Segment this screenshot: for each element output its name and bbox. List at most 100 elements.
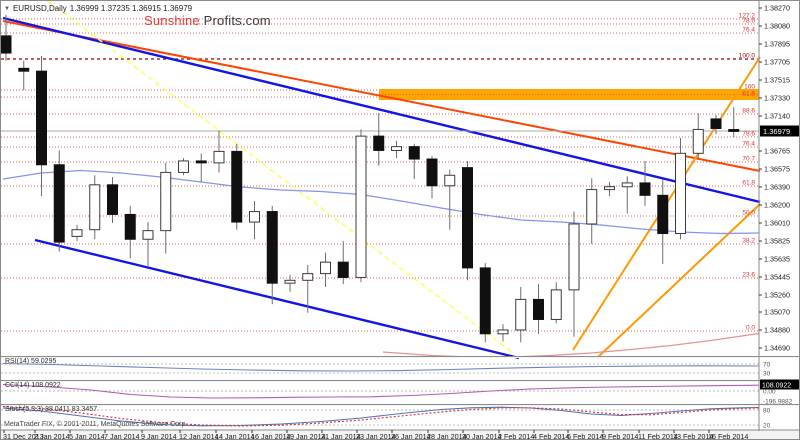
cci-scale-min: -196.9882: [763, 399, 793, 406]
fib-level-label: 61.8: [742, 91, 755, 98]
candle-body: [142, 230, 154, 240]
chart-menu-dropdown-icon[interactable]: ▼: [4, 5, 10, 12]
candle-body: [710, 118, 722, 129]
cci-value-box-label: 108.0922: [762, 383, 791, 390]
date-axis-value: 23 Jan 2014: [356, 432, 396, 440]
candle-body: [444, 174, 456, 187]
price-axis-value: 1.35260: [764, 291, 790, 300]
fib-level-label: 78.6: [742, 131, 755, 138]
price-axis-value: 1.38080: [764, 22, 790, 31]
candle-body: [408, 146, 420, 160]
price-axis-value: 1.35825: [764, 237, 790, 246]
watermark-suffix: Profits.com: [199, 13, 271, 28]
candle-body: [89, 184, 101, 231]
yellow-dashed-line[interactable]: [47, 1, 515, 355]
date-axis-value: 13 Feb 2014: [673, 432, 713, 440]
rsi-indicator-label: RSI(14) 59.0295: [5, 358, 57, 365]
date-axis-value: 2 Feb 2014: [498, 432, 534, 440]
stoch-line: [2, 406, 760, 427]
cci-value-box: [760, 379, 799, 390]
ma-blue: [2, 169, 760, 235]
fib-level-label: 70.7: [742, 156, 755, 163]
fib-level-label: 76.4: [742, 27, 755, 34]
price-axis-value: 1.36765: [764, 147, 790, 156]
price-axis-value: 1.37140: [764, 112, 790, 121]
candle-body: [36, 70, 47, 166]
candle-body: [533, 298, 544, 320]
date-axis-value: 14 Jan 2014: [215, 432, 255, 440]
price-axis-value: 1.35070: [764, 308, 790, 317]
candle-body: [515, 298, 527, 331]
candle-body: [728, 129, 740, 132]
date-axis-value: 5 Jan 2014: [69, 432, 105, 440]
ma-pink: [382, 332, 760, 358]
candle-body: [71, 229, 83, 237]
date-axis-value: 9 Jan 2014: [141, 432, 177, 440]
fib-level-label: 127.2: [739, 13, 756, 20]
candle-body: [462, 167, 473, 269]
watermark-brand: Sunshine: [144, 13, 200, 28]
candle-body: [639, 182, 651, 196]
declining-channel-upper-blue[interactable]: [2, 16, 761, 204]
cci-indicator-label: CCI(14) 108.0922: [5, 382, 61, 389]
candle-body: [160, 171, 172, 232]
fib-level-label: 50.0: [742, 210, 755, 217]
candle-body: [195, 160, 207, 164]
candle-body: [586, 189, 598, 225]
candle-body: [231, 150, 243, 223]
rsi-level-value: 30: [763, 371, 771, 378]
candle-body: [249, 211, 260, 223]
declining-channel-lower-blue[interactable]: [34, 238, 520, 360]
watermark: Sunshine Profits.com: [144, 13, 271, 28]
fib-level-label: 78.6: [742, 18, 755, 25]
candle-body: [213, 150, 225, 164]
price-axis-value: 1.34880: [764, 326, 790, 335]
declining-resistance-red[interactable]: [2, 20, 761, 172]
cci-level-value: 0.00: [763, 389, 776, 396]
fib-level-label: 38.2: [742, 238, 755, 245]
date-axis-value: 16 Feb 2014: [708, 432, 748, 440]
fib-level-label: 23.6: [742, 272, 755, 279]
rising-support-orange-shallow[interactable]: [596, 203, 761, 359]
fib-level-label: 88.6: [742, 108, 755, 115]
candle-body: [479, 267, 491, 335]
cci-line: [2, 383, 760, 399]
date-axis-value: 4 Feb 2014: [533, 432, 569, 440]
candle-body: [604, 186, 615, 191]
stoch-level-value: 80: [763, 408, 771, 415]
ohlc-values: 1.36999 1.37235 1.36915 1.36979: [69, 4, 193, 13]
rsi-level-value: 70: [763, 362, 771, 369]
price-axis-value: 1.36200: [764, 201, 790, 210]
date-axis-value: 21 Jan 2014: [321, 432, 361, 440]
price-axis-value: 1.35635: [764, 255, 790, 264]
date-axis-value: 19 Jan 2014: [286, 432, 326, 440]
candle-body: [621, 182, 633, 188]
candle-body: [124, 213, 136, 240]
platform-copyright: MetaTrader FIX, © 2001-2011, MetaQuotes …: [4, 421, 188, 428]
price-axis-value: 1.35445: [764, 273, 790, 282]
date-axis-value: 9 Feb 2014: [602, 432, 638, 440]
price-axis-value: 1.37895: [764, 40, 790, 49]
candle-body: [373, 135, 385, 151]
candle-body: [18, 67, 30, 72]
date-axis-strip[interactable]: [1, 431, 800, 440]
chart-title-bar: ▼ EURUSD,Daily 1.36999 1.37235 1.36915 1…: [4, 4, 192, 13]
date-axis-value: 11 Feb 2014: [638, 432, 678, 440]
candle-body: [320, 261, 331, 275]
date-axis-value: 6 Feb 2014: [567, 432, 603, 440]
date-axis-value: 31 Dec 2013: [3, 432, 44, 440]
candle-body: [568, 223, 580, 291]
date-axis-value: 30 Jan 2014: [462, 432, 502, 440]
price-axis-value: 1.37330: [764, 94, 790, 103]
candle-body: [337, 261, 349, 278]
date-axis-value: 7 Jan 2014: [104, 432, 140, 440]
date-axis-value: 12 Jan 2014: [179, 432, 219, 440]
symbol-period-label: EURUSD,Daily: [12, 4, 67, 13]
fib-level-label: 100: [744, 84, 755, 91]
date-axis-value: 2 Jan 2014: [34, 432, 70, 440]
candle-body: [497, 329, 509, 335]
candle-body: [53, 164, 65, 243]
price-axis-value: 1.36575: [764, 165, 790, 174]
